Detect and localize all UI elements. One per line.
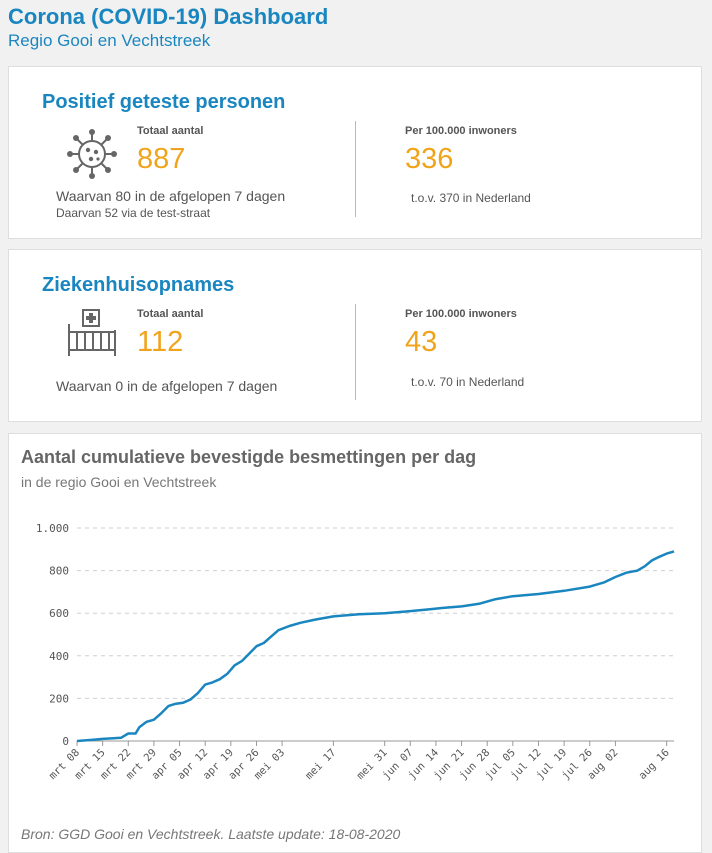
national-comparison: t.o.v. 370 in Nederland [411,191,531,205]
card-title: Positief geteste personen [42,91,286,113]
virus-icon [67,129,117,179]
y-tick-label: 1.000 [36,522,69,535]
positive-tests-card: Positief geteste personen Totaal aantal … [8,66,702,239]
per-capita-label: Per 100.000 inwoners [405,125,517,137]
total-value: 887 [137,143,186,175]
divider [355,304,356,400]
x-tick-label: aug 16 [636,747,671,782]
recent-note: Waarvan 0 in de afgelopen 7 dagen [56,378,278,394]
cumulative-cases-line [76,550,675,743]
card-title: Ziekenhuisopnames [42,274,235,296]
chart-source: Bron: GGD Gooi en Vechtstreek. Laatste u… [21,826,401,842]
total-value: 112 [137,326,184,358]
y-tick-label: 600 [49,607,69,620]
per-capita-value: 43 [405,326,438,358]
chart-subtitle: in de regio Gooi en Vechtstreek [21,474,217,490]
y-tick-label: 0 [62,735,69,748]
total-label: Totaal aantal [137,125,204,137]
test-street-note: Daarvan 52 via de test-straat [56,206,211,220]
chart-title: Aantal cumulatieve bevestigde besmetting… [21,447,477,467]
page-title: Corona (COVID-19) Dashboard [8,4,329,29]
cumulative-chart-card: 0 200 400 600 800 1.000 mrt 08 mrt 15 mrt 22 mrt … [8,433,702,853]
dashboard-header: Corona (COVID-19) Dashboard Regio Gooi e… [8,4,328,52]
hospital-bed-icon [68,309,116,356]
national-comparison: t.o.v. 70 in Nederland [411,375,525,389]
y-tick-label: 200 [49,692,69,705]
x-tick-label: mei 17 [303,747,338,782]
total-label: Totaal aantal [137,308,204,320]
y-tick-label: 400 [49,650,69,663]
per-capita-value: 336 [405,143,454,175]
per-capita-label: Per 100.000 inwoners [405,308,517,320]
divider [355,121,356,217]
y-tick-label: 800 [49,565,69,578]
page-subtitle: Regio Gooi en Vechtstreek [8,31,211,50]
hospital-admissions-card: Ziekenhuisopnames Totaal aantal 112 Waar… [8,249,702,422]
recent-note: Waarvan 80 in de afgelopen 7 dagen [56,188,286,204]
